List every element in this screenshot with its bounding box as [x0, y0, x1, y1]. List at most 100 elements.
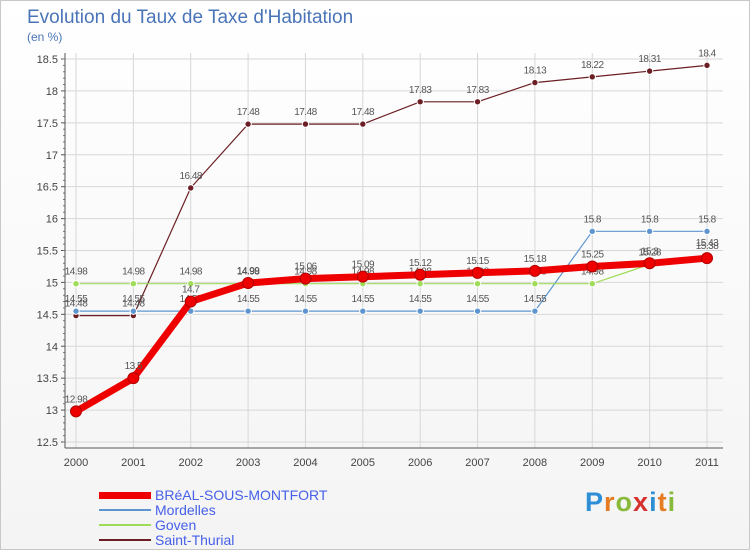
legend-swatch-goven: [99, 524, 151, 526]
data-point-mordelles: [129, 307, 138, 315]
data-point-mordelles: [416, 307, 424, 315]
legend-label-goven: Goven: [155, 517, 197, 533]
x-tick-label: 2001: [121, 457, 145, 469]
data-label-br-al-sous-montfort: 15.15: [466, 256, 489, 267]
x-tick-label: 2004: [293, 457, 317, 469]
data-label-mordelles: 14.55: [122, 294, 145, 305]
y-tick-label: 15.5: [37, 246, 58, 258]
y-tick-label: 15: [46, 277, 58, 289]
data-point-mordelles: [531, 307, 539, 315]
data-point-mordelles: [645, 227, 654, 236]
data-point-mordelles: [703, 227, 711, 236]
data-point-br-al-sous-montfort: [701, 252, 713, 265]
logo-letter: P: [585, 487, 605, 517]
legend-label-mordelles: Mordelles: [155, 502, 216, 518]
data-label-br-al-sous-montfort: 14.99: [237, 266, 260, 277]
data-point-mordelles: [72, 307, 80, 315]
legend-label-breal: BRéAL-SOUS-MONTFORT: [155, 487, 328, 503]
y-tick-label: 17.5: [37, 118, 58, 130]
chart-title: Evolution du Taux de Taxe d'Habitation: [27, 7, 354, 28]
data-label-mordelles: 14.55: [65, 294, 88, 305]
data-point-saint-thurial: [416, 98, 424, 106]
data-label-mordelles: 14.55: [237, 294, 260, 305]
data-point-saint-thurial: [359, 120, 367, 128]
data-label-mordelles: 15.8: [641, 214, 659, 225]
data-label-saint-thurial: 17.83: [466, 85, 489, 96]
data-point-br-al-sous-montfort: [414, 268, 427, 281]
y-tick-label: 18: [46, 86, 58, 98]
y-tick-label: 17: [46, 150, 58, 162]
data-point-br-al-sous-montfort: [471, 266, 484, 279]
data-point-mordelles: [301, 307, 310, 315]
data-label-br-al-sous-montfort: 15.12: [409, 258, 432, 269]
data-label-br-al-sous-montfort: 15.06: [294, 262, 317, 273]
data-label-br-al-sous-montfort: 13.5: [125, 361, 143, 372]
logo-letter: o: [615, 487, 634, 517]
data-label-mordelles: 14.55: [409, 294, 432, 305]
data-point-br-al-sous-montfort: [184, 295, 197, 308]
y-tick-label: 16: [46, 214, 58, 226]
y-tick-label: 18.5: [37, 54, 58, 66]
series-line-saint-thurial: [75, 64, 708, 317]
data-label-br-al-sous-montfort: 15.18: [524, 254, 547, 265]
legend-label-saint-thurial: Saint-Thurial: [155, 532, 235, 548]
data-label-mordelles: 14.55: [466, 294, 489, 305]
data-point-saint-thurial: [473, 98, 482, 106]
data-label-saint-thurial: 18.13: [524, 66, 547, 77]
logo-letter: t: [657, 487, 668, 517]
x-tick-label: 2009: [580, 457, 604, 469]
data-point-goven: [187, 279, 195, 288]
y-tick-label: 13.5: [37, 373, 58, 385]
x-tick-label: 2002: [178, 457, 202, 469]
proxiti-logo: Proxiti: [585, 487, 676, 518]
data-label-mordelles: 14.55: [524, 294, 547, 305]
data-label-br-al-sous-montfort: 15.38: [696, 241, 719, 252]
y-tick-label: 14.5: [37, 309, 58, 321]
data-label-br-al-sous-montfort: 14.7: [182, 285, 200, 296]
data-label-saint-thurial: 17.83: [409, 85, 432, 96]
x-tick-label: 2008: [523, 457, 547, 469]
x-tick-label: 2010: [637, 457, 661, 469]
data-point-goven: [72, 279, 80, 288]
x-tick-label: 2006: [408, 457, 432, 469]
data-point-saint-thurial: [703, 61, 711, 70]
data-point-mordelles: [473, 307, 482, 315]
x-tick-label: 2005: [351, 457, 375, 469]
y-tick-label: 14: [46, 341, 58, 353]
data-label-mordelles: 14.55: [352, 294, 375, 305]
data-point-br-al-sous-montfort: [299, 272, 312, 285]
data-point-goven: [416, 279, 424, 288]
legend-item-goven: Goven: [99, 517, 196, 533]
data-point-saint-thurial: [244, 120, 252, 128]
series-line-br-al-sous-montfort: [72, 254, 711, 415]
data-point-saint-thurial: [531, 78, 539, 87]
data-label-saint-thurial: 17.48: [352, 107, 375, 118]
data-label-saint-thurial: 14.48: [65, 299, 88, 310]
data-point-saint-thurial: [301, 120, 310, 128]
x-tick-label: 2011: [695, 457, 719, 469]
data-point-br-al-sous-montfort: [643, 257, 656, 270]
data-label-br-al-sous-montfort: 15.3: [641, 246, 659, 257]
data-label-br-al-sous-montfort: 15.25: [581, 249, 604, 260]
data-label-mordelles: 14.55: [294, 294, 317, 305]
data-label-saint-thurial: 18.4: [698, 48, 716, 59]
data-label-goven: 14.98: [294, 267, 317, 278]
legend-swatch-saint-thurial: [99, 539, 151, 541]
data-label-br-al-sous-montfort: 15.09: [352, 260, 375, 271]
data-point-saint-thurial: [588, 73, 596, 81]
data-point-mordelles: [244, 307, 252, 315]
legend-item-breal: BRéAL-SOUS-MONTFORT: [99, 487, 327, 503]
data-point-br-al-sous-montfort: [586, 260, 599, 273]
logo-letter: i: [649, 487, 658, 517]
data-label-goven: 15.43: [696, 238, 719, 249]
y-tick-label: 16.5: [37, 182, 58, 194]
legend-swatch-breal: [99, 491, 151, 499]
y-tick-label: 12.5: [37, 437, 58, 449]
legend-item-mordelles: Mordelles: [99, 502, 216, 518]
data-label-saint-thurial: 16.48: [179, 171, 202, 182]
x-tick-label: 2007: [465, 457, 489, 469]
data-point-goven: [588, 279, 596, 288]
data-point-mordelles: [588, 227, 596, 236]
